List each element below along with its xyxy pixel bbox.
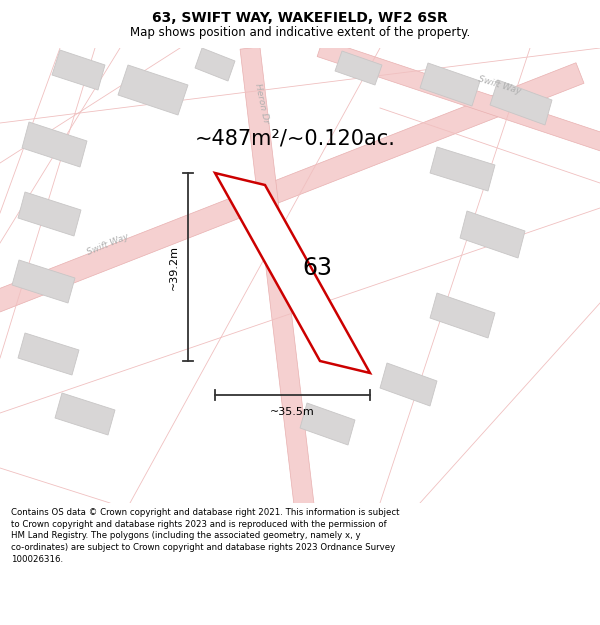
Polygon shape	[118, 65, 188, 115]
Polygon shape	[55, 393, 115, 435]
Polygon shape	[317, 39, 600, 156]
Polygon shape	[195, 48, 235, 81]
Polygon shape	[0, 62, 584, 318]
Polygon shape	[12, 260, 75, 303]
Polygon shape	[490, 80, 552, 125]
Polygon shape	[18, 333, 79, 375]
Text: ~39.2m: ~39.2m	[169, 244, 179, 289]
Polygon shape	[420, 63, 480, 106]
Text: Swift Way: Swift Way	[478, 74, 523, 96]
Polygon shape	[52, 50, 105, 90]
Text: Contains OS data © Crown copyright and database right 2021. This information is : Contains OS data © Crown copyright and d…	[11, 508, 400, 564]
Polygon shape	[18, 192, 81, 236]
Text: Map shows position and indicative extent of the property.: Map shows position and indicative extent…	[130, 26, 470, 39]
Polygon shape	[430, 293, 495, 338]
Polygon shape	[240, 47, 315, 514]
Text: 63: 63	[302, 256, 332, 280]
Polygon shape	[215, 173, 370, 373]
Polygon shape	[430, 147, 495, 191]
Polygon shape	[335, 51, 382, 85]
Polygon shape	[22, 122, 87, 167]
Text: Swift Way: Swift Way	[86, 232, 130, 258]
Polygon shape	[380, 363, 437, 406]
Text: ~35.5m: ~35.5m	[270, 407, 315, 417]
Text: 63, SWIFT WAY, WAKEFIELD, WF2 6SR: 63, SWIFT WAY, WAKEFIELD, WF2 6SR	[152, 11, 448, 24]
Text: Heron Dr: Heron Dr	[253, 82, 271, 124]
Text: ~487m²/~0.120ac.: ~487m²/~0.120ac.	[194, 128, 395, 148]
Polygon shape	[460, 211, 525, 258]
Polygon shape	[300, 403, 355, 445]
